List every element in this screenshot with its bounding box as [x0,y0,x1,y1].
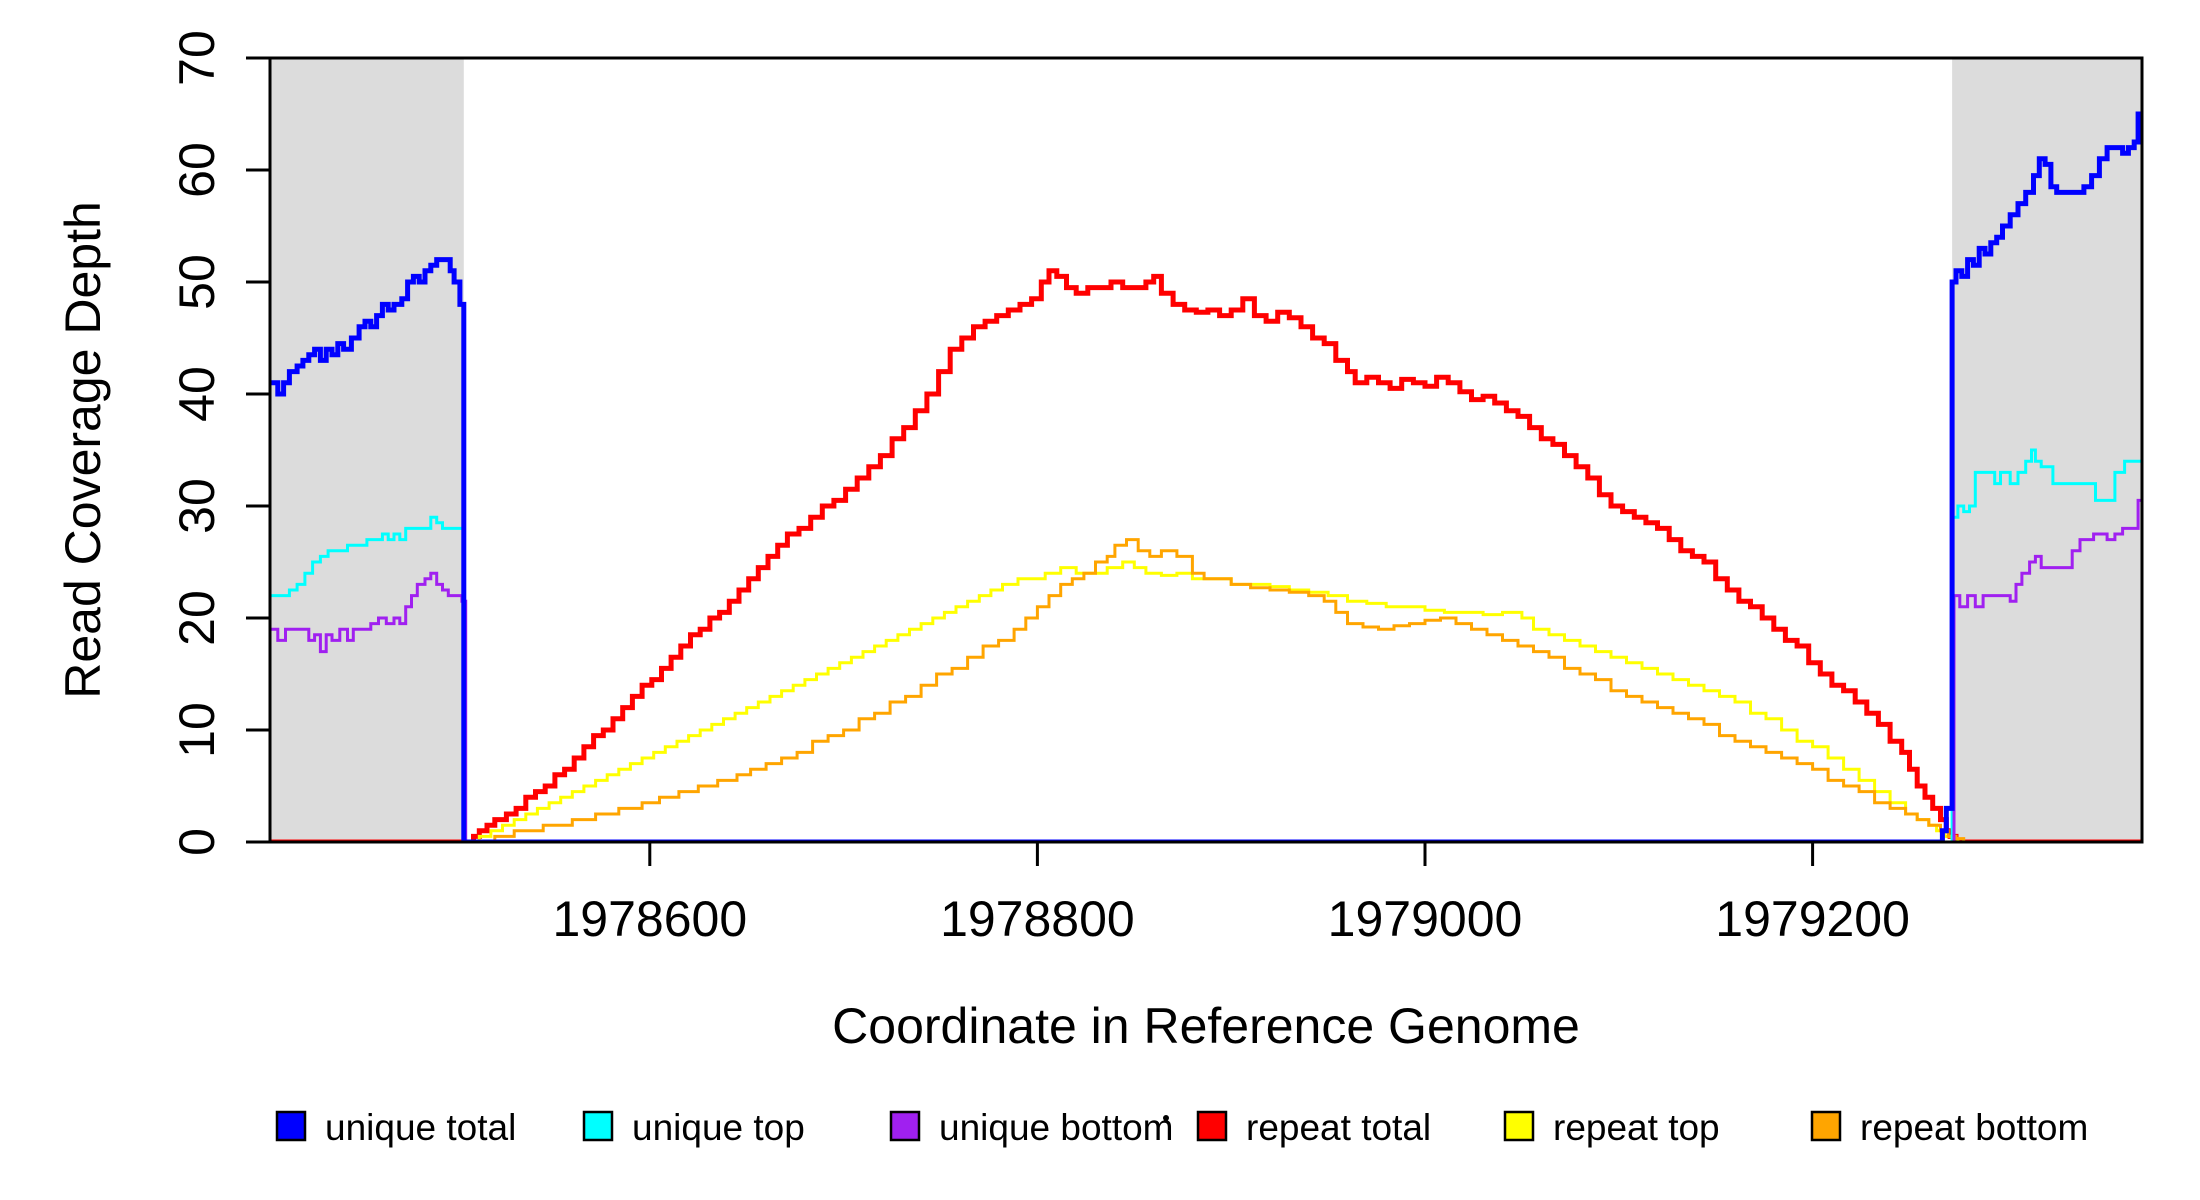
series-unique-total [270,111,2142,842]
y-tick-label: 30 [169,478,225,534]
series-repeat-top [270,560,2142,842]
y-tick-label: 60 [169,142,225,198]
stray-dot [1163,1115,1169,1121]
shaded-region-0 [270,59,464,841]
legend-swatch-repeat-bottom [1810,1110,1842,1142]
y-tick-label: 10 [169,702,225,758]
series-repeat-bottom [270,538,2142,842]
legend: unique total unique top unique bottom repea… [275,1107,2088,1148]
y-tick-label: 70 [169,30,225,86]
y-tick-label: 20 [169,590,225,646]
x-axis-ticks: 1978600 1978800 1979000 1979200 [552,842,1910,947]
legend-label-repeat-top: repeat top [1553,1107,1720,1148]
x-axis-title: Coordinate in Reference Genome [832,998,1580,1054]
x-tick-label: 1979200 [1715,891,1910,947]
shaded-region-1 [1952,59,2142,841]
y-tick-label: 0 [169,828,225,856]
y-axis-title: Read Coverage Depth [55,201,111,699]
series-repeat-total [270,268,2142,842]
x-tick-label: 1978600 [552,891,747,947]
legend-label-repeat-total: repeat total [1246,1107,1431,1148]
legend-swatch-unique-bottom [889,1110,921,1142]
legend-label-unique-bottom: unique bottom [939,1107,1174,1148]
legend-swatch-unique-top [582,1110,614,1142]
legend-label-unique-total: unique total [325,1107,516,1148]
y-axis-ticks: 0 10 20 30 40 50 60 70 [169,30,270,856]
y-tick-label: 40 [169,366,225,422]
legend-swatch-repeat-total [1196,1110,1228,1142]
x-tick-label: 1979000 [1328,891,1523,947]
plot-border [268,56,2144,844]
x-tick-label: 1978800 [940,891,1135,947]
series-unique-bottom [270,498,2142,842]
y-tick-label: 50 [169,254,225,310]
series-lines [270,111,2142,842]
legend-label-unique-top: unique top [632,1107,805,1148]
legend-swatch-repeat-top [1503,1110,1535,1142]
legend-label-repeat-bottom: repeat bottom [1860,1107,2088,1148]
shaded-regions [270,59,2142,841]
legend-swatch-unique-total [275,1110,307,1142]
series-unique-top [270,448,2142,842]
